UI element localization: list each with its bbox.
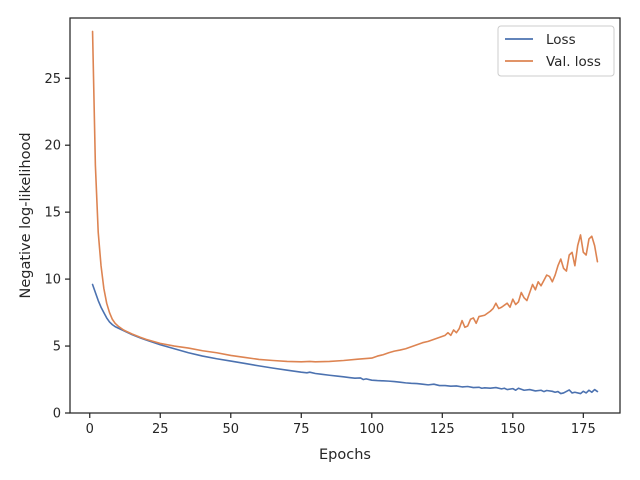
legend-label-val-loss: Val. loss	[546, 54, 601, 70]
x-tick-label: 175	[571, 422, 596, 437]
y-axis-label: Negative log-likelihood	[18, 132, 34, 298]
y-tick-label: 20	[44, 139, 61, 154]
series-layer	[91, 30, 599, 395]
x-tick-label: 75	[293, 422, 310, 437]
x-axis-ticks: 0 25 50 75 100 125 150 175	[86, 413, 596, 437]
y-tick-label: 0	[53, 407, 61, 422]
y-tick-label: 15	[44, 206, 61, 221]
x-axis-label: Epochs	[319, 447, 371, 463]
y-axis-ticks: 0 5 10 15 20 25	[44, 72, 70, 422]
x-tick-label: 125	[430, 422, 455, 437]
x-tick-label: 25	[152, 422, 169, 437]
series-line-val-loss	[91, 30, 599, 363]
legend-label-loss: Loss	[546, 32, 576, 48]
y-tick-label: 25	[44, 72, 61, 87]
legend: Loss Val. loss	[497, 25, 615, 77]
y-tick-label: 10	[44, 273, 61, 288]
plot-frame	[69, 17, 621, 414]
x-tick-label: 0	[86, 422, 94, 437]
y-tick-label: 5	[53, 340, 61, 355]
x-tick-label: 150	[500, 422, 525, 437]
x-tick-label: 100	[359, 422, 384, 437]
series-line-loss	[91, 283, 599, 395]
x-tick-label: 50	[222, 422, 239, 437]
